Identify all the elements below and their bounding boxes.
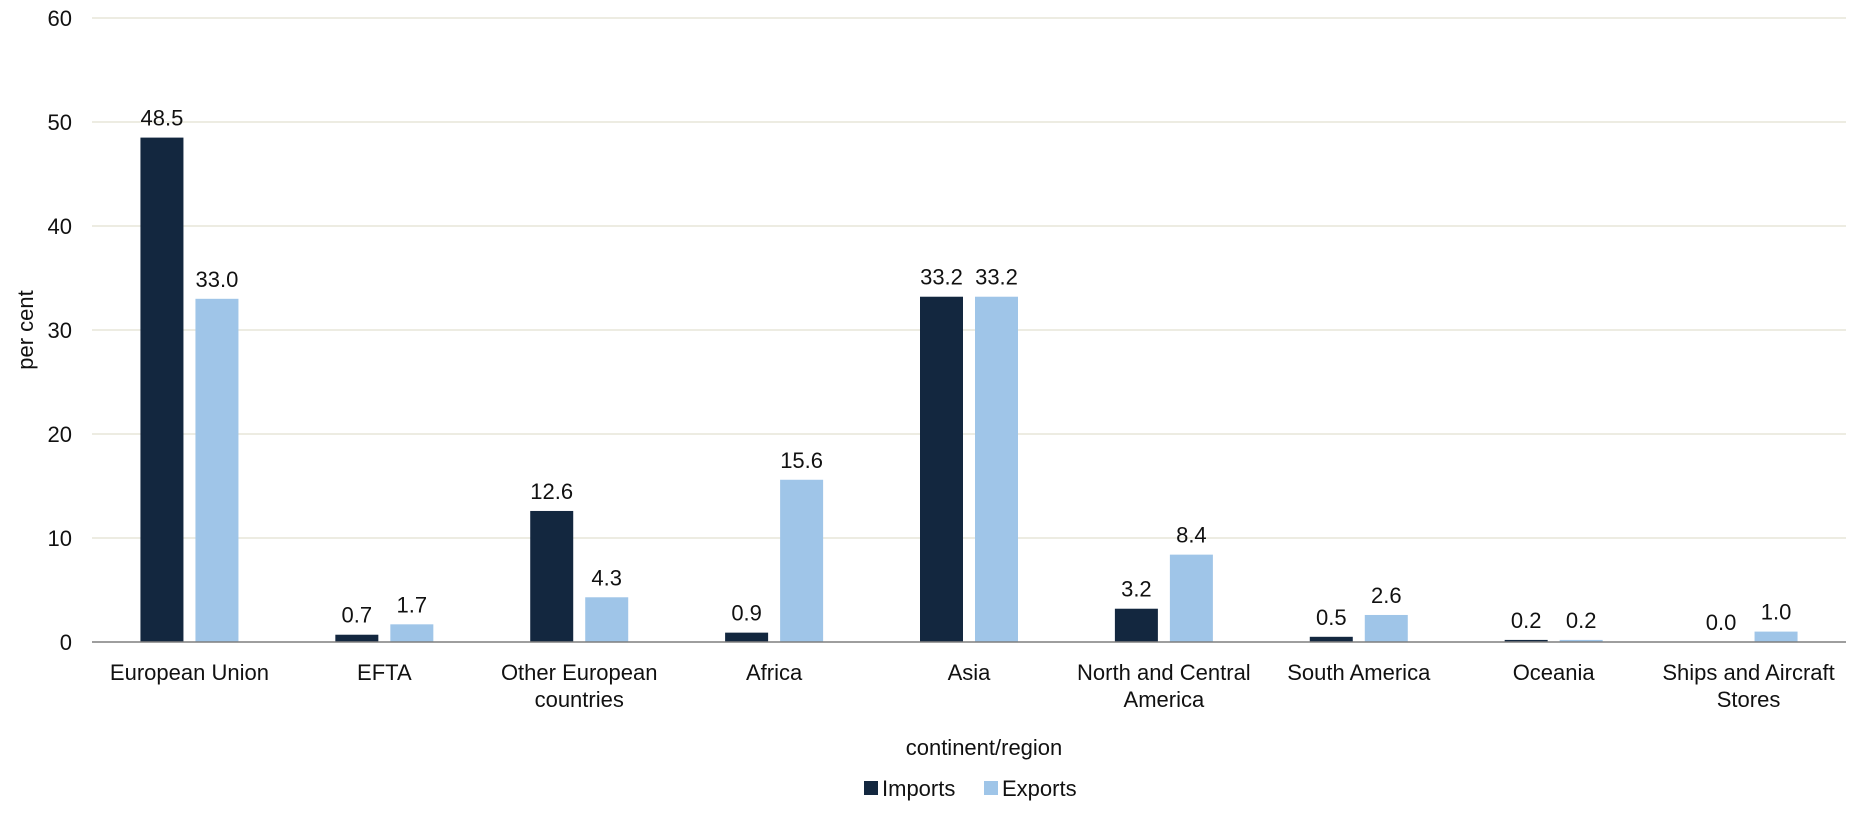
data-label: 12.6: [530, 479, 573, 504]
y-axis-title: per cent: [13, 290, 38, 370]
bar-exports: [1754, 631, 1798, 642]
y-axis-ticks: 0 10 20 30 40 50 60: [48, 6, 72, 655]
x-tick-label: European Union: [110, 660, 269, 685]
bar-exports: [780, 479, 824, 642]
legend-label: Imports: [882, 776, 955, 801]
y-tick-label: 40: [48, 214, 72, 239]
bar-exports: [975, 296, 1018, 642]
x-tick-label-line: South America: [1287, 660, 1431, 685]
bar-exports: [585, 597, 629, 642]
x-tick-label-line: countries: [535, 687, 624, 712]
x-tick-label: Ships and Aircraft Stores: [1662, 660, 1834, 712]
data-label: 0.0: [1706, 610, 1737, 635]
data-label: 33.2: [920, 265, 963, 290]
x-tick-label-line: Other European: [501, 660, 658, 685]
legend-swatch: [984, 781, 998, 795]
data-labels: 48.5 0.7 12.6 0.9 33.2 3.2 0.5 0.2 0.0 33.0 1.7 4.3…: [141, 106, 1792, 635]
data-label: 0.2: [1511, 608, 1542, 633]
x-tick-label-line: North and Central: [1077, 660, 1251, 685]
y-tick-label: 30: [48, 318, 72, 343]
bar-exports: [1364, 614, 1408, 642]
x-axis-title: continent/region: [906, 735, 1063, 760]
y-tick-label: 50: [48, 110, 72, 135]
bar-imports: [1504, 639, 1548, 642]
data-label: 15.6: [780, 448, 823, 473]
data-label: 48.5: [141, 106, 184, 131]
bar-exports: [195, 298, 239, 642]
x-axis-ticks: European Union EFTA Other European countrie…: [110, 660, 1835, 712]
x-tick-label: EFTA: [357, 660, 412, 685]
data-label: 1.0: [1761, 600, 1792, 625]
bar-imports: [1309, 636, 1353, 642]
bars: [140, 137, 1798, 642]
x-tick-label-line: Stores: [1717, 687, 1781, 712]
data-label: 4.3: [591, 565, 622, 590]
x-tick-label: Oceania: [1513, 660, 1596, 685]
legend-label: Exports: [1002, 776, 1077, 801]
x-tick-label-line: Asia: [948, 660, 992, 685]
x-tick-label: South America: [1287, 660, 1431, 685]
y-tick-label: 20: [48, 422, 72, 447]
data-label: 2.6: [1371, 583, 1402, 608]
x-tick-label-line: EFTA: [357, 660, 412, 685]
legend-item-exports: Exports: [984, 776, 1077, 801]
bar-imports: [725, 632, 769, 642]
data-label: 3.2: [1121, 577, 1152, 602]
y-tick-label: 60: [48, 6, 72, 31]
data-label: 33.2: [975, 265, 1018, 290]
gridlines: [92, 17, 1846, 539]
bar-imports: [920, 296, 963, 642]
legend: Imports Exports: [864, 776, 1077, 801]
x-tick-label-line: Ships and Aircraft: [1662, 660, 1834, 685]
bar-exports: [1169, 554, 1213, 642]
x-tick-label-line: Africa: [746, 660, 803, 685]
y-tick-label: 0: [60, 630, 72, 655]
bar-imports: [335, 634, 379, 642]
bar-imports: [140, 137, 184, 642]
x-tick-label: Africa: [746, 660, 803, 685]
x-tick-label: Other European countries: [501, 660, 658, 712]
data-label: 1.7: [397, 592, 428, 617]
x-tick-label: Asia: [948, 660, 992, 685]
x-tick-label-line: America: [1124, 687, 1205, 712]
x-tick-label: North and Central America: [1077, 660, 1251, 712]
data-label: 8.4: [1176, 523, 1207, 548]
x-tick-label-line: European Union: [110, 660, 269, 685]
legend-item-imports: Imports: [864, 776, 955, 801]
bar-exports: [1559, 639, 1603, 642]
x-tick-label-line: Oceania: [1513, 660, 1596, 685]
bar-exports: [390, 624, 434, 642]
data-label: 0.9: [731, 601, 762, 626]
legend-swatch: [864, 781, 878, 795]
data-label: 33.0: [196, 267, 239, 292]
data-label: 0.5: [1316, 605, 1347, 630]
data-label: 0.7: [342, 603, 373, 628]
y-tick-label: 10: [48, 526, 72, 551]
data-label: 0.2: [1566, 608, 1597, 633]
bar-imports: [1114, 608, 1158, 642]
bar-imports: [530, 510, 574, 642]
